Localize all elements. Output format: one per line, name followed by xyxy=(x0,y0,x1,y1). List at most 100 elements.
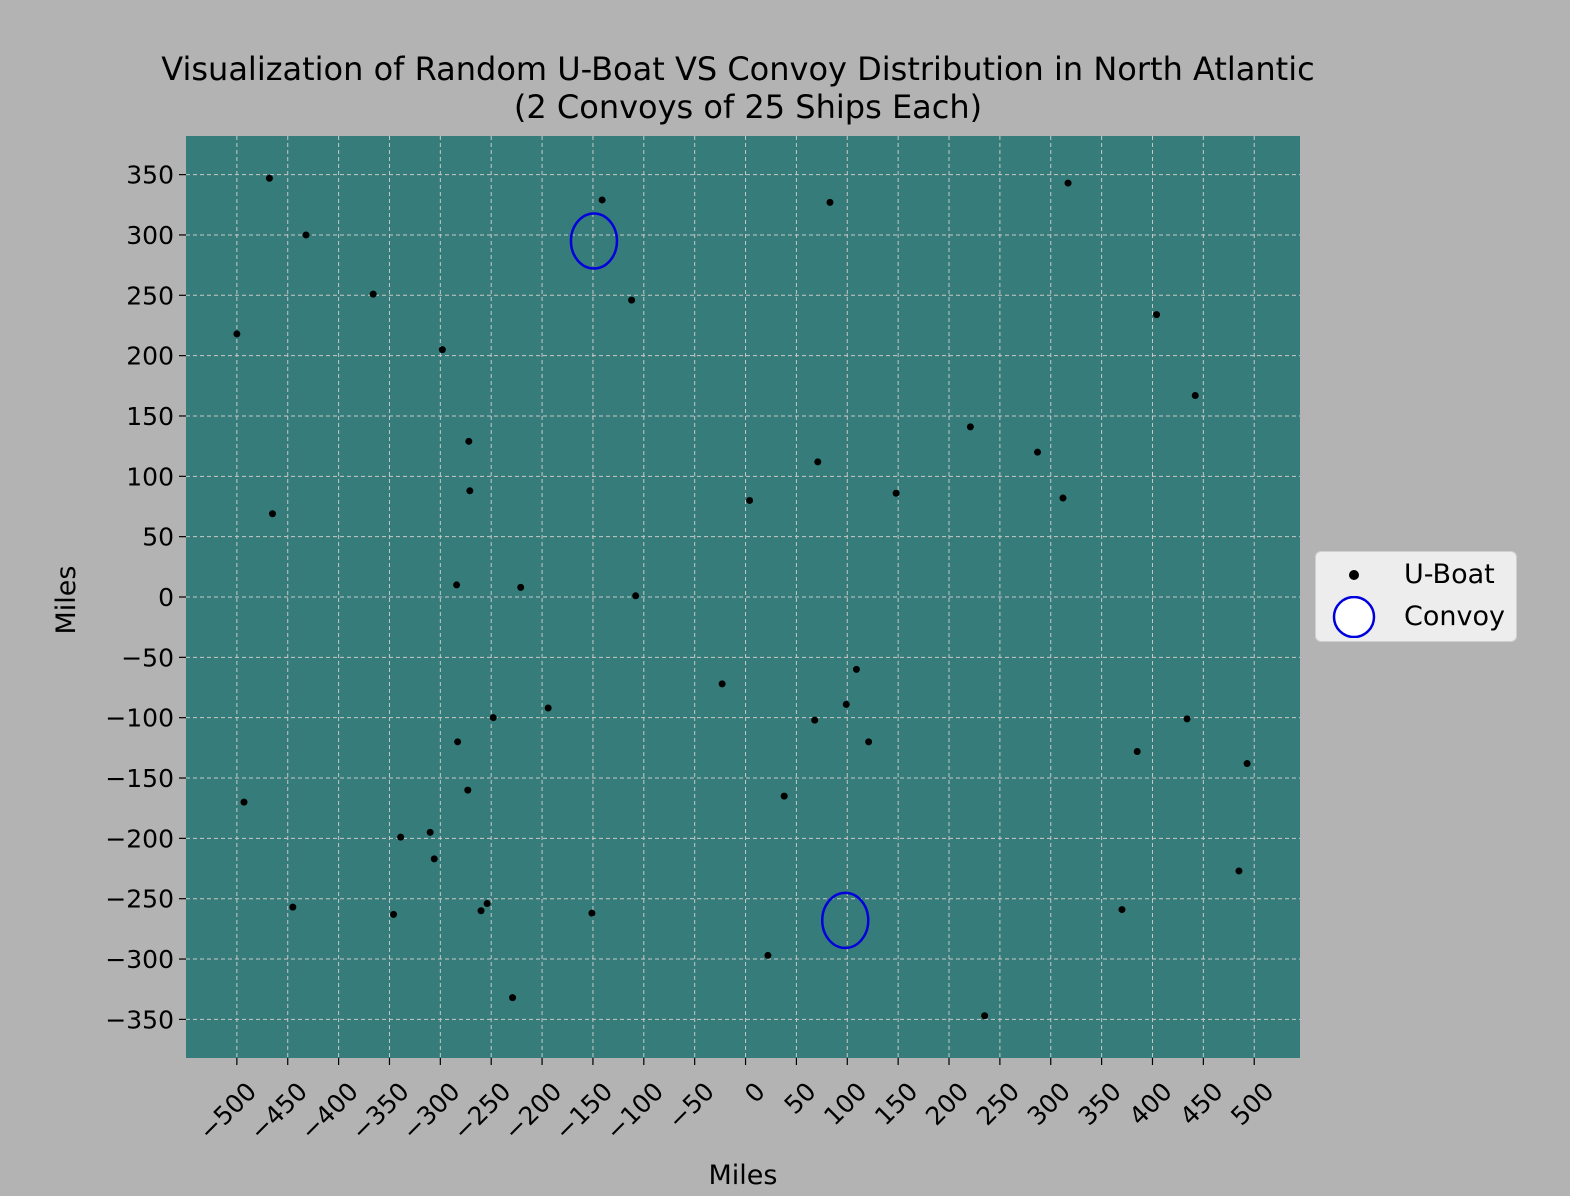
uboat-point xyxy=(1059,494,1067,502)
legend-label-uboat: U-Boat xyxy=(1404,559,1495,590)
x-axis-label: Miles xyxy=(709,1160,778,1191)
uboat-point xyxy=(509,994,517,1002)
uboat-point xyxy=(240,798,248,806)
uboat-point xyxy=(811,716,819,724)
convoy-marker-icon xyxy=(1332,596,1376,638)
uboat-point xyxy=(1118,906,1126,914)
x-tick-label: 0 xyxy=(739,1077,771,1109)
y-tick-label: −250 xyxy=(105,885,174,914)
uboat-point xyxy=(718,680,726,688)
uboat-point xyxy=(852,665,860,673)
legend-entry-uboat: U-Boat xyxy=(1316,554,1518,596)
y-tick-label: −200 xyxy=(105,824,174,853)
x-tick-label: −200 xyxy=(498,1077,567,1146)
uboat-point xyxy=(233,330,241,338)
uboat-point xyxy=(780,792,788,800)
y-tick-label: −100 xyxy=(105,704,174,733)
x-tick-label: 150 xyxy=(869,1077,923,1131)
uboat-point xyxy=(453,581,461,589)
x-axis-ticks: −500−450−400−350−300−250−200−150−100−50 0… xyxy=(193,1058,1279,1146)
uboat-point xyxy=(397,833,405,841)
uboat-point xyxy=(746,496,754,504)
uboat-point xyxy=(842,700,850,708)
uboat-point xyxy=(1235,867,1243,875)
uboat-point xyxy=(438,346,446,354)
uboat-point xyxy=(966,423,974,431)
uboat-point xyxy=(426,828,434,836)
y-gridlines xyxy=(186,174,1300,1020)
uboat-point xyxy=(1183,715,1191,723)
uboat-series xyxy=(233,174,1251,1020)
uboat-point xyxy=(465,437,473,445)
uboat-point xyxy=(764,951,772,959)
x-tick-label: −150 xyxy=(549,1077,618,1146)
uboat-point xyxy=(517,583,525,591)
uboat-point xyxy=(1034,448,1042,456)
y-tick-label: −50 xyxy=(121,643,174,672)
uboat-point xyxy=(628,296,636,304)
uboat-point xyxy=(289,903,297,911)
uboat-point xyxy=(454,738,462,746)
uboat-point xyxy=(1191,391,1199,399)
uboat-marker-icon xyxy=(1349,570,1359,580)
x-tick-label: 450 xyxy=(1174,1077,1228,1131)
y-tick-label: 50 xyxy=(142,523,174,552)
uboat-point xyxy=(1243,760,1251,768)
uboat-point xyxy=(865,738,873,746)
uboat-point xyxy=(892,489,900,497)
x-tick-label: −400 xyxy=(295,1077,364,1146)
chart-title: Visualization of Random U-Boat VS Convoy… xyxy=(161,50,1314,88)
x-tick-label: 350 xyxy=(1073,1077,1127,1131)
y-tick-label: 200 xyxy=(126,342,174,371)
uboat-point xyxy=(489,714,497,722)
x-tick-label: −500 xyxy=(193,1077,262,1146)
y-tick-label: −350 xyxy=(105,1005,174,1034)
uboat-point xyxy=(302,231,310,239)
uboat-point xyxy=(430,855,438,863)
x-tick-label: 100 xyxy=(818,1077,872,1131)
x-tick-label: −50 xyxy=(662,1077,720,1135)
x-tick-label: 400 xyxy=(1123,1077,1177,1131)
uboat-point xyxy=(826,198,834,206)
y-axis-ticks: −350 −300 −250 −200 −150 −100 −50 0 50 100 150 200 2… xyxy=(105,161,186,1034)
y-tick-label: −150 xyxy=(105,764,174,793)
uboat-point xyxy=(390,910,398,918)
y-tick-label: 0 xyxy=(158,583,174,612)
x-tick-label: 50 xyxy=(779,1077,822,1120)
x-tick-label: −450 xyxy=(244,1077,313,1146)
y-tick-label: 300 xyxy=(126,221,174,250)
uboat-point xyxy=(632,592,640,600)
y-tick-label: 100 xyxy=(126,462,174,491)
uboat-point xyxy=(1064,179,1072,187)
legend-label-convoy: Convoy xyxy=(1404,601,1505,632)
y-tick-label: 150 xyxy=(126,402,174,431)
chart-subtitle: (2 Convoys of 25 Ships Each) xyxy=(514,88,982,126)
uboat-point xyxy=(814,458,822,466)
uboat-point xyxy=(369,290,377,298)
uboat-point xyxy=(1133,747,1141,755)
convoy-series xyxy=(569,212,870,950)
y-tick-label: 350 xyxy=(126,161,174,190)
x-tick-label: −100 xyxy=(600,1077,669,1146)
uboat-point xyxy=(544,704,552,712)
legend-entry-convoy: Convoy xyxy=(1316,596,1518,638)
uboat-point xyxy=(588,909,596,917)
x-tick-label: −250 xyxy=(447,1077,516,1146)
y-tick-label: −300 xyxy=(105,945,174,974)
uboat-point xyxy=(464,786,472,794)
legend: U-Boat Convoy xyxy=(1315,551,1517,642)
x-tick-label: 300 xyxy=(1022,1077,1076,1131)
y-tick-label: 250 xyxy=(126,281,174,310)
y-axis-label: Miles xyxy=(51,566,82,635)
uboat-point xyxy=(466,487,474,495)
x-tick-label: 200 xyxy=(920,1077,974,1131)
uboat-point xyxy=(981,1012,989,1020)
uboat-point xyxy=(1153,311,1161,319)
uboat-point xyxy=(483,900,491,908)
x-tick-label: 500 xyxy=(1225,1077,1279,1131)
convoy-point xyxy=(820,891,870,950)
x-tick-label: −300 xyxy=(397,1077,466,1146)
x-tick-label: 250 xyxy=(971,1077,1025,1131)
